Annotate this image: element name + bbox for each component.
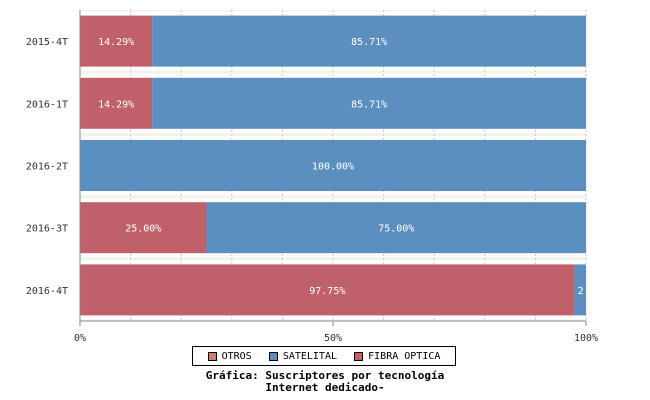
chart-legend: OTROS SATELITAL FIBRA OPTICA [192, 346, 456, 366]
bar-segment-satelital [80, 140, 586, 191]
legend-swatch-fibra-optica [354, 351, 364, 361]
data-label: 85.71% [351, 99, 387, 110]
x-tick-label: 100% [574, 333, 598, 344]
bar-segment-fibra-optica [80, 77, 153, 129]
category-label: 2016-3T [26, 224, 68, 235]
data-label: 2.25% [578, 286, 608, 297]
category-label: 2016-4T [26, 286, 68, 297]
legend-item-otros: OTROS [207, 350, 252, 362]
legend-item-fibra-optica: FIBRA OPTICA [354, 351, 440, 362]
data-label: 14.29% [98, 99, 134, 110]
bar-segment-fibra-optica [80, 15, 153, 67]
data-label: 97.75% [309, 286, 345, 297]
data-label: 100.00% [312, 162, 354, 173]
data-label: 14.29% [98, 37, 134, 48]
data-label: 25.00% [125, 224, 161, 235]
legend-label-otros: OTROS [221, 350, 252, 362]
bar-segment-satelital [152, 15, 586, 67]
data-label: 75.00% [378, 224, 414, 235]
legend-item-satelital: SATELITAL [268, 350, 337, 362]
bar-segment-satelital [152, 77, 586, 129]
chart-title-line-1: Gráfica: Suscriptores por tecnología [205, 369, 445, 382]
legend-label-satelital: SATELITAL [282, 350, 337, 362]
chart-title-line-2: Internet dedicado- [265, 381, 385, 394]
bar-segment-satelital [206, 202, 586, 254]
bar-segment-fibra-optica [80, 202, 207, 254]
category-label: 2016-2T [26, 162, 68, 173]
category-label: 2015-4T [26, 37, 68, 48]
legend-swatch-satelital [268, 351, 278, 361]
legend-swatch-otros [207, 351, 217, 361]
category-label: 2016-1T [26, 99, 68, 110]
x-tick-label: 0% [74, 333, 86, 344]
bar-segment-satelital [574, 264, 586, 316]
data-label: 85.71% [351, 37, 387, 48]
x-tick-label: 50% [324, 333, 342, 344]
legend-label-fibra-optica: FIBRA OPTICA [368, 350, 441, 362]
bar-segment-fibra-optica [80, 264, 575, 316]
